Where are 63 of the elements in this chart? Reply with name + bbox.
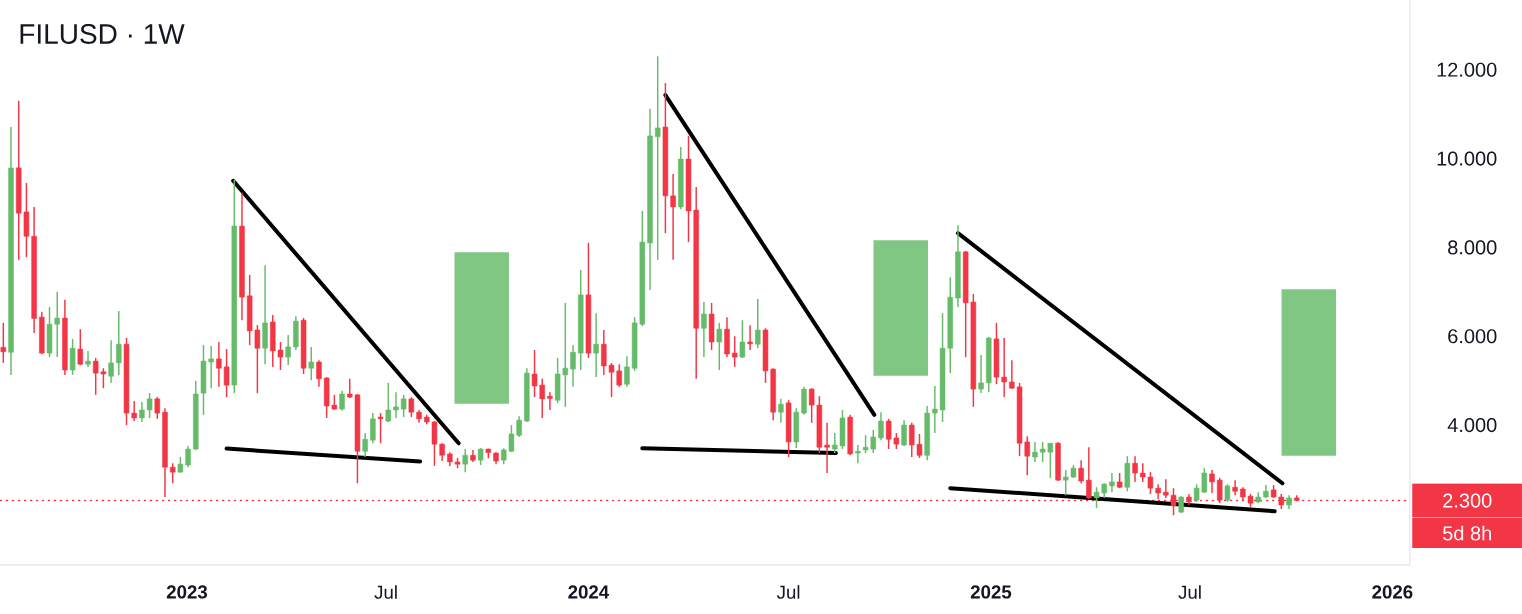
x-tick-label: Jul (374, 585, 397, 599)
candlestick (855, 444, 861, 465)
candlestick (339, 390, 345, 412)
y-tick-label: 8.000 (1448, 240, 1497, 255)
candlestick (1078, 459, 1084, 484)
y-tick-label: 10.000 (1437, 151, 1497, 166)
x-tick-label: Jul (776, 585, 800, 599)
candlestick (308, 346, 314, 381)
candlestick (778, 398, 784, 424)
y-tick-label: 12.000 (1437, 62, 1497, 77)
candlestick (901, 419, 907, 447)
candlestick (1032, 441, 1038, 463)
candlestick (362, 432, 368, 458)
x-tick-label: 2026 (1372, 585, 1413, 599)
candlestick (747, 324, 753, 351)
candlestick (377, 412, 384, 445)
candlestick (154, 396, 161, 420)
bar (451, 249, 512, 407)
candlestick (108, 339, 114, 384)
candlestick (1124, 455, 1131, 492)
candlestick (385, 382, 391, 423)
candlestick (169, 462, 176, 484)
candlestick (0, 322, 7, 364)
candlestick (400, 394, 407, 418)
candlestick (570, 344, 576, 388)
candlestick (824, 422, 830, 474)
candlestick (716, 322, 723, 371)
candlestick (739, 319, 746, 359)
bar (870, 237, 931, 379)
x-tick-label: 2025 (970, 585, 1012, 599)
candlestick (1109, 472, 1115, 493)
y-tick-label: 6.000 (1448, 329, 1497, 344)
candlestick (701, 301, 707, 358)
candlestick (77, 328, 84, 366)
candlestick (547, 391, 553, 411)
candlestick (408, 396, 415, 418)
candlestick (462, 448, 468, 473)
candlestick (69, 338, 76, 376)
candlestick (593, 312, 599, 378)
candlestick (370, 412, 376, 445)
candlestick (116, 310, 122, 376)
candlestick (731, 335, 738, 368)
y-tick-label: 4.000 (1447, 417, 1497, 433)
candlestick (285, 334, 291, 366)
x-tick-label: 2024 (568, 585, 610, 599)
x-tick-label: 2023 (166, 585, 208, 599)
candlestick (1132, 455, 1138, 483)
text: 5d 8h (1443, 525, 1491, 541)
candlestick (654, 55, 661, 261)
bar (1278, 286, 1339, 459)
candlestick (755, 298, 761, 349)
candlestick (316, 359, 322, 388)
candlestick (1232, 479, 1238, 496)
text: FILUSD · 1W (20, 24, 185, 44)
candlestick (85, 350, 91, 368)
candlestick (978, 354, 984, 394)
candlestick (878, 411, 884, 441)
candlestick (1209, 469, 1215, 494)
candlestick (393, 391, 399, 419)
candlestick (801, 386, 807, 416)
ref-line-label: 2.300 (1443, 493, 1492, 508)
candlestick (1216, 477, 1223, 504)
x-tick-label: Jul (1178, 585, 1201, 599)
